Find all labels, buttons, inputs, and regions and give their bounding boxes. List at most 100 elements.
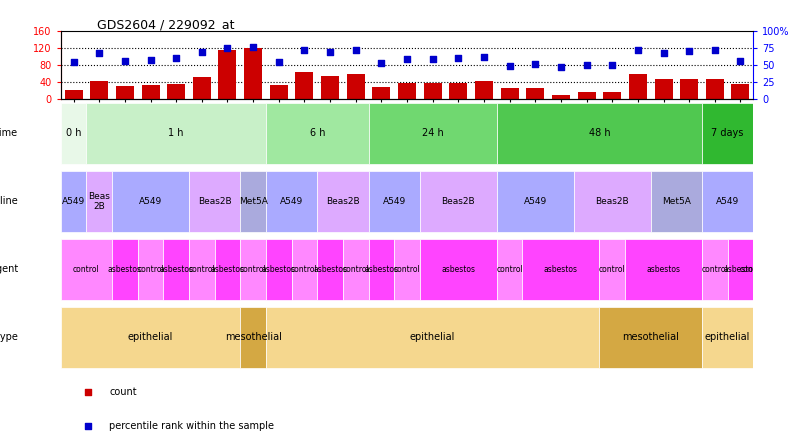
Text: control: control [740,265,767,274]
Text: epithelial: epithelial [128,333,173,342]
FancyBboxPatch shape [241,239,266,300]
Bar [706,79,724,99]
FancyBboxPatch shape [138,239,164,300]
Text: control: control [137,265,164,274]
FancyBboxPatch shape [702,239,727,300]
Bar [603,91,621,99]
FancyBboxPatch shape [599,307,702,368]
Text: control: control [497,265,523,274]
FancyBboxPatch shape [343,239,369,300]
Bar [398,83,416,99]
Bar [219,50,237,99]
Text: control: control [394,265,420,274]
Point [708,47,722,54]
Point [93,49,105,56]
Bar [116,86,134,99]
Bar [526,87,544,99]
FancyBboxPatch shape [87,170,112,232]
Text: GDS2604 / 229092_at: GDS2604 / 229092_at [97,18,235,31]
Point [426,56,439,63]
Text: control: control [240,265,266,274]
Text: agent: agent [0,264,18,274]
FancyBboxPatch shape [650,170,702,232]
FancyBboxPatch shape [702,103,753,164]
FancyBboxPatch shape [522,239,599,300]
FancyBboxPatch shape [61,170,87,232]
FancyBboxPatch shape [702,307,753,368]
FancyBboxPatch shape [189,170,241,232]
Text: 6 h: 6 h [309,128,325,138]
FancyBboxPatch shape [215,239,241,300]
Point [349,47,362,54]
Point [195,48,208,55]
Text: cell line: cell line [0,196,18,206]
Text: 48 h: 48 h [589,128,610,138]
Point [555,63,568,71]
Text: control: control [73,265,100,274]
Bar [142,85,160,99]
FancyBboxPatch shape [61,307,241,368]
Bar [321,76,339,99]
Text: A549: A549 [716,197,740,206]
FancyBboxPatch shape [369,239,394,300]
Point [82,388,95,396]
Text: control: control [343,265,369,274]
Bar [424,83,441,99]
Point [323,48,337,55]
Point [632,47,645,54]
Text: epithelial: epithelial [410,333,455,342]
FancyBboxPatch shape [318,170,369,232]
Text: A549: A549 [139,197,162,206]
Text: 24 h: 24 h [422,128,444,138]
Point [401,56,414,63]
Text: epithelial: epithelial [705,333,750,342]
FancyBboxPatch shape [497,170,573,232]
Bar [65,90,83,99]
FancyBboxPatch shape [189,239,215,300]
FancyBboxPatch shape [318,239,343,300]
Text: asbestos: asbestos [646,265,680,274]
FancyBboxPatch shape [241,307,266,368]
FancyBboxPatch shape [702,170,753,232]
Point [683,47,696,54]
FancyBboxPatch shape [164,239,189,300]
Bar [552,95,570,99]
Text: asbestos: asbestos [723,265,757,274]
Point [375,59,388,67]
FancyBboxPatch shape [266,307,599,368]
FancyBboxPatch shape [420,170,497,232]
FancyBboxPatch shape [112,170,189,232]
Point [580,62,593,69]
FancyBboxPatch shape [497,103,702,164]
FancyBboxPatch shape [112,239,138,300]
FancyBboxPatch shape [625,239,702,300]
Text: 7 days: 7 days [711,128,744,138]
FancyBboxPatch shape [369,103,497,164]
Point [606,62,619,69]
FancyBboxPatch shape [497,239,522,300]
Text: asbestos: asbestos [544,265,578,274]
Bar [578,91,595,99]
Bar [296,72,313,99]
Text: cell type: cell type [0,333,18,342]
Text: control: control [701,265,728,274]
Bar [501,88,518,99]
Text: asbestos: asbestos [262,265,296,274]
Text: A549: A549 [382,197,406,206]
Text: control: control [189,265,215,274]
Point [67,59,80,66]
Point [734,57,747,64]
Bar [680,79,698,99]
Text: mesothelial: mesothelial [622,333,679,342]
Text: Beas
2B: Beas 2B [88,191,110,211]
Text: mesothelial: mesothelial [224,333,282,342]
Bar [629,75,647,99]
FancyBboxPatch shape [420,239,497,300]
Text: time: time [0,128,18,138]
Text: Beas2B: Beas2B [326,197,360,206]
Point [118,57,131,64]
Text: asbestos: asbestos [441,265,475,274]
FancyBboxPatch shape [266,170,318,232]
Point [478,53,491,60]
Point [82,422,95,429]
